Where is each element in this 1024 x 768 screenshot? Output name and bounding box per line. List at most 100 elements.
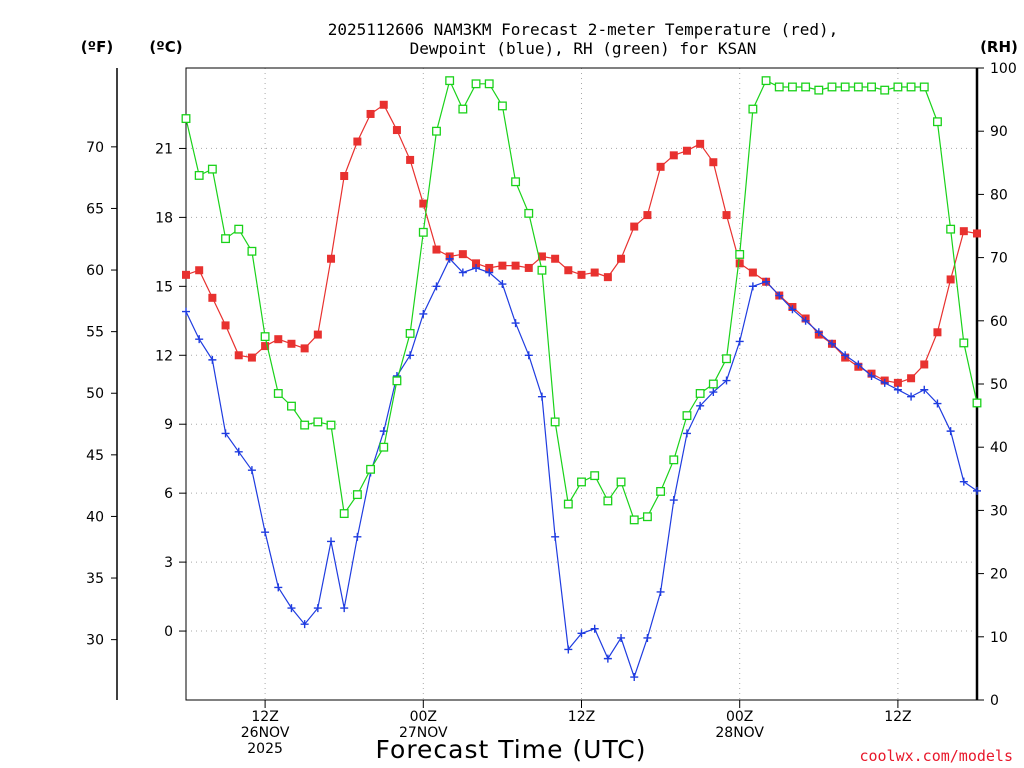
tick-labels: 0 3 6 9 12 15 18 21 30 35 40 45 50 55 60 65 70 0 10 20 30 40 5… (86, 61, 1017, 757)
temperature-point (959, 227, 968, 236)
temperature-point (274, 335, 283, 344)
temperature-point (946, 275, 955, 284)
rh-point (247, 246, 257, 256)
celsius-tick-label: 6 (164, 486, 173, 502)
rh-tick-label: 100 (990, 61, 1017, 77)
temperature-point (366, 109, 375, 118)
dewpoint-point (432, 282, 441, 291)
rh-point (893, 82, 903, 92)
rh-point (352, 490, 362, 500)
dewpoint-point (880, 378, 889, 387)
temperature-point (261, 342, 270, 351)
rh-tick-label: 10 (990, 630, 1008, 646)
series-dewpoint (182, 254, 981, 682)
temperature-point (907, 374, 916, 383)
time-tick-label: 26NOV (241, 725, 290, 741)
temperature-point (419, 199, 428, 208)
temperature-point (300, 344, 309, 353)
rh-line (185, 78, 978, 521)
source-credit: coolwx.com/models (859, 747, 1013, 765)
rh-point (471, 79, 481, 89)
temperature-point (590, 268, 599, 277)
temperature-point (537, 252, 546, 261)
celsius-tick-label: 21 (155, 141, 173, 157)
temperature-point (485, 263, 494, 272)
rh-point (972, 398, 982, 408)
dewpoint-point (841, 351, 850, 360)
dewpoint-point (867, 371, 876, 380)
chart-title-line-1: 2025112606 NAM3KM Forecast 2-meter Tempe… (328, 20, 839, 39)
rh-point (273, 389, 283, 398)
dewpoint-point (920, 385, 929, 394)
rh-point (708, 379, 718, 389)
x-axis-title: Forecast Time (UTC) (376, 735, 647, 764)
temperature-point (551, 254, 560, 263)
dewpoint-point (564, 645, 573, 654)
temperature-point (617, 254, 626, 263)
rh-point (735, 249, 745, 259)
rh-tick-label: 20 (990, 567, 1008, 583)
temperature-point (432, 245, 441, 254)
temperature-point (722, 211, 731, 220)
rh-point (590, 471, 600, 481)
temperature-point (379, 100, 388, 109)
rh-point (787, 82, 797, 92)
rh-point (761, 76, 771, 86)
dewpoint-point (208, 355, 217, 364)
dewpoint-point (485, 268, 494, 277)
fahrenheit-tick-label: 55 (86, 325, 104, 341)
rh-point (906, 82, 916, 92)
fahrenheit-tick-label: 60 (86, 263, 104, 279)
temperature-point (340, 172, 349, 181)
dewpoint-point (340, 604, 349, 613)
dewpoint-point (762, 277, 771, 286)
temperature-point (893, 378, 902, 387)
rh-point (537, 265, 547, 275)
rh-point (405, 328, 415, 338)
temperature-point (313, 330, 322, 339)
dewpoint-point (907, 392, 916, 401)
temperature-point (630, 222, 639, 231)
rh-point (181, 114, 191, 124)
temperature-point (709, 158, 718, 167)
rh-point (260, 332, 270, 342)
rh-point (484, 79, 494, 89)
dewpoint-point (287, 604, 296, 613)
rh-point (695, 389, 705, 398)
dewpoint-point (933, 399, 942, 408)
dewpoint-point (722, 376, 731, 385)
temperature-point (577, 270, 586, 279)
dewpoint-point (406, 351, 415, 360)
temperature-point (247, 353, 256, 362)
rh-point (326, 420, 336, 430)
dewpoint-point (419, 309, 428, 318)
rh-tick-label: 50 (990, 377, 1008, 393)
dewpoint-point (893, 385, 902, 394)
dewpoint-point (959, 477, 968, 486)
dewpoint-point (498, 280, 507, 289)
rh-point (853, 82, 863, 92)
fahrenheit-axis-label: (ºF) (81, 38, 113, 56)
dewpoint-point (472, 263, 481, 272)
rh-point (366, 464, 376, 474)
rh-point (339, 509, 349, 519)
time-tick-label: 12Z (568, 709, 595, 725)
rh-point (379, 442, 389, 452)
dewpoint-point (788, 305, 797, 314)
dewpoint-point (524, 351, 533, 360)
celsius-tick-label: 3 (164, 555, 173, 571)
rh-point (919, 82, 929, 92)
data-series (181, 76, 982, 682)
temperature-point (748, 268, 757, 277)
rh-point (774, 82, 784, 92)
rh-point (603, 496, 613, 506)
dewpoint-point (682, 429, 691, 438)
temperature-point (643, 211, 652, 220)
temperature-point (735, 259, 744, 268)
dewpoint-point (247, 466, 256, 475)
rh-tick-label: 90 (990, 124, 1008, 140)
dewpoint-point (669, 496, 678, 505)
rh-point (194, 170, 204, 180)
chart-title-line-2: Dewpoint (blue), RH (green) for KSAN (410, 39, 757, 58)
time-tick-label: 2025 (247, 741, 283, 757)
